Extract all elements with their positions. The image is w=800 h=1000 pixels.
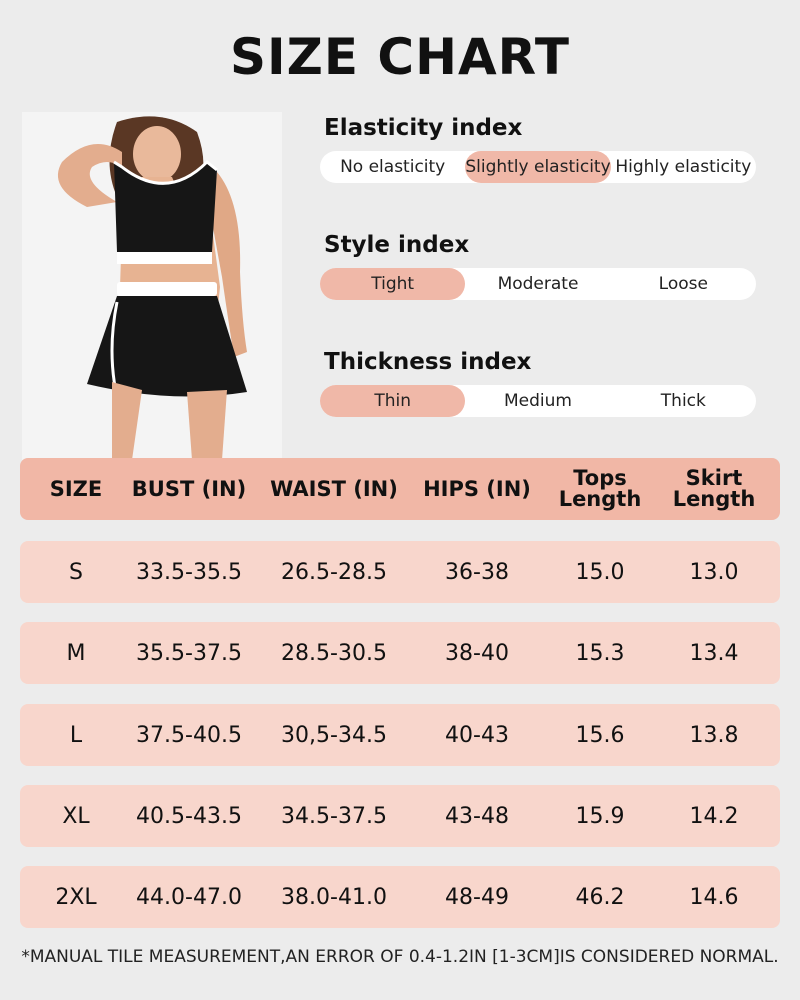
cell-hips: 48-49 (445, 884, 509, 910)
table-row: L 37.5-40.5 30,5-34.5 40-43 15.6 13.8 (20, 704, 780, 766)
cell-skirt-length: 14.6 (689, 884, 739, 910)
elasticity-option: Highly elasticity (615, 157, 752, 177)
cell-hips: 43-48 (445, 803, 509, 829)
thickness-option: Thick (660, 391, 706, 411)
measurement-note: *MANUAL TILE MEASUREMENT,AN ERROR OF 0.4… (21, 947, 779, 967)
cell-bust: 35.5-37.5 (136, 640, 242, 666)
cell-tops-length: 15.9 (575, 803, 625, 829)
cell-tops-length: 15.6 (575, 722, 625, 748)
cell-bust: 44.0-47.0 (136, 884, 242, 910)
thickness-title: Thickness index (324, 349, 532, 375)
cell-tops-length: 15.3 (575, 640, 625, 666)
cell-bust: 40.5-43.5 (136, 803, 242, 829)
header-hips: HIPS (IN) (423, 476, 531, 501)
table-row: M 35.5-37.5 28.5-30.5 38-40 15.3 13.4 (20, 622, 780, 684)
table-row: S 33.5-35.5 26.5-28.5 36-38 15.0 13.0 (20, 541, 780, 603)
cell-size: S (69, 559, 83, 585)
cell-waist: 34.5-37.5 (281, 803, 387, 829)
cell-tops-length: 15.0 (575, 559, 625, 585)
model-photo (22, 112, 282, 460)
cell-waist: 28.5-30.5 (281, 640, 387, 666)
cell-tops-length: 46.2 (575, 884, 625, 910)
elasticity-title: Elasticity index (324, 115, 523, 141)
cell-size: M (66, 640, 86, 666)
style-index: Style index Tight Moderate Loose (320, 232, 756, 300)
elasticity-option-selected: Slightly elasticity (465, 151, 611, 183)
cell-size: 2XL (55, 884, 97, 910)
header-skirt-length: Skirt Length (672, 466, 756, 511)
thickness-scale: Thin Medium Thick (320, 385, 756, 417)
style-title: Style index (324, 232, 470, 258)
cell-waist: 30,5-34.5 (281, 722, 387, 748)
cell-skirt-length: 13.0 (689, 559, 739, 585)
thickness-index: Thickness index Thin Medium Thick (320, 349, 756, 417)
cell-skirt-length: 14.2 (689, 803, 739, 829)
table-row: XL 40.5-43.5 34.5-37.5 43-48 15.9 14.2 (20, 785, 780, 847)
header-size: SIZE (49, 476, 103, 501)
thickness-option-selected: Thin (320, 385, 466, 417)
cell-size: L (69, 722, 83, 748)
table-header: SIZE BUST (IN) WAIST (IN) HIPS (IN) Tops… (20, 458, 780, 520)
elasticity-scale: No elasticity Slightly elasticity Highly… (320, 151, 756, 183)
table-row: 2XL 44.0-47.0 38.0-41.0 48-49 46.2 14.6 (20, 866, 780, 928)
cell-skirt-length: 13.8 (689, 722, 739, 748)
style-scale: Tight Moderate Loose (320, 268, 756, 300)
page-title: SIZE CHART (229, 28, 571, 86)
header-tops-length: Tops Length (558, 466, 642, 511)
elasticity-index: Elasticity index No elasticity Slightly … (320, 115, 756, 183)
cell-hips: 40-43 (445, 722, 509, 748)
thickness-option: Medium (504, 391, 572, 411)
header-waist: WAIST (IN) (270, 476, 398, 501)
cell-hips: 36-38 (445, 559, 509, 585)
cell-waist: 26.5-28.5 (281, 559, 387, 585)
cell-size: XL (62, 803, 90, 829)
cell-skirt-length: 13.4 (689, 640, 739, 666)
style-option: Moderate (497, 274, 579, 294)
header-bust: BUST (IN) (131, 476, 247, 501)
cell-bust: 37.5-40.5 (136, 722, 242, 748)
style-option: Loose (658, 274, 708, 294)
style-option-selected: Tight (320, 268, 466, 300)
cell-waist: 38.0-41.0 (281, 884, 387, 910)
cell-bust: 33.5-35.5 (136, 559, 242, 585)
cell-hips: 38-40 (445, 640, 509, 666)
elasticity-option: No elasticity (340, 157, 446, 177)
